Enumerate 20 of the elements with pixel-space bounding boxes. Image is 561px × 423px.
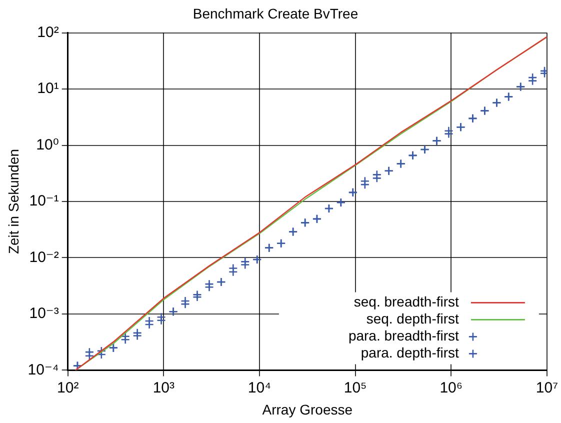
- chart-title: Benchmark Create BvTree: [192, 5, 358, 22]
- x-tick-label: 10³: [152, 379, 175, 396]
- y-tick-label: 10⁰: [36, 136, 59, 154]
- x-tick-label: 10⁷: [536, 379, 558, 396]
- x-axis-title: Array Groesse: [262, 401, 353, 418]
- y-tick-label: 10²: [37, 24, 59, 41]
- legend-label: para. depth-first: [360, 344, 460, 361]
- y-tick-label: 10⁻³: [29, 305, 59, 322]
- x-tick-label: 10⁴: [248, 379, 272, 396]
- y-tick-label: 10¹: [37, 80, 59, 98]
- legend-label: para. breadth-first: [348, 328, 460, 344]
- y-tick-label: 10⁻¹: [29, 192, 59, 210]
- y-axis-title: Zeit in Sekunden: [5, 148, 22, 254]
- y-tick-label: 10⁻⁴: [28, 361, 59, 378]
- legend-label: seq. depth-first: [366, 310, 460, 327]
- legend-label: seq. breadth-first: [354, 294, 460, 310]
- x-tick-label: 10²: [57, 379, 79, 396]
- x-tick-label: 10⁵: [344, 379, 367, 396]
- y-tick-label: 10⁻²: [29, 248, 59, 266]
- x-tick-label: 10⁶: [440, 379, 463, 396]
